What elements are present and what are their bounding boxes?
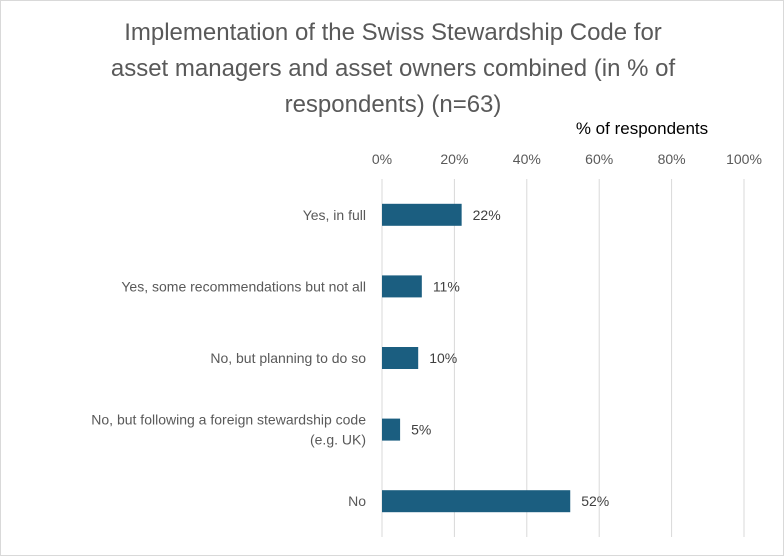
chart-title-line-1: Implementation of the Swiss Stewardship … [124,19,662,46]
x-tick-label: 40% [513,151,541,167]
bar [382,275,422,298]
bar [382,418,401,441]
category-label: No [348,493,366,509]
category-label: Yes, some recommendations but not all [121,278,366,294]
x-tick-label: 20% [440,151,468,167]
x-tick-label: 100% [726,151,762,167]
category-labels: Yes, in full Yes, some recommendations bu… [91,207,366,509]
bar [382,203,462,226]
data-label: 10% [429,350,457,366]
gridlines [381,179,745,537]
chart-title-line-2: asset managers and asset owners combined… [110,55,676,82]
x-tick-label: 80% [658,151,686,167]
x-tick-label: 0% [372,151,392,167]
category-label: (e.g. UK) [310,432,366,448]
category-label: Yes, in full [303,207,366,223]
data-label: 52% [581,493,609,509]
data-label: 22% [473,207,501,223]
x-axis-title: % of respondents [576,119,708,138]
data-label: 11% [433,278,460,294]
category-label: No, but following a foreign stewardship … [91,412,366,428]
x-tick-label: 60% [585,151,613,167]
bar [382,347,419,369]
x-axis-ticks: 0% 20% 40% 60% 80% 100% [372,151,762,167]
chart-title: Implementation of the Swiss Stewardship … [61,15,725,123]
data-labels: 22% 11% 10% 5% 52% [411,207,609,509]
bar [382,490,571,513]
bars [382,203,571,513]
chart-title-line-3: respondents) (n=63) [284,91,502,118]
category-label: No, but planning to do so [210,350,366,366]
data-label: 5% [411,422,431,438]
